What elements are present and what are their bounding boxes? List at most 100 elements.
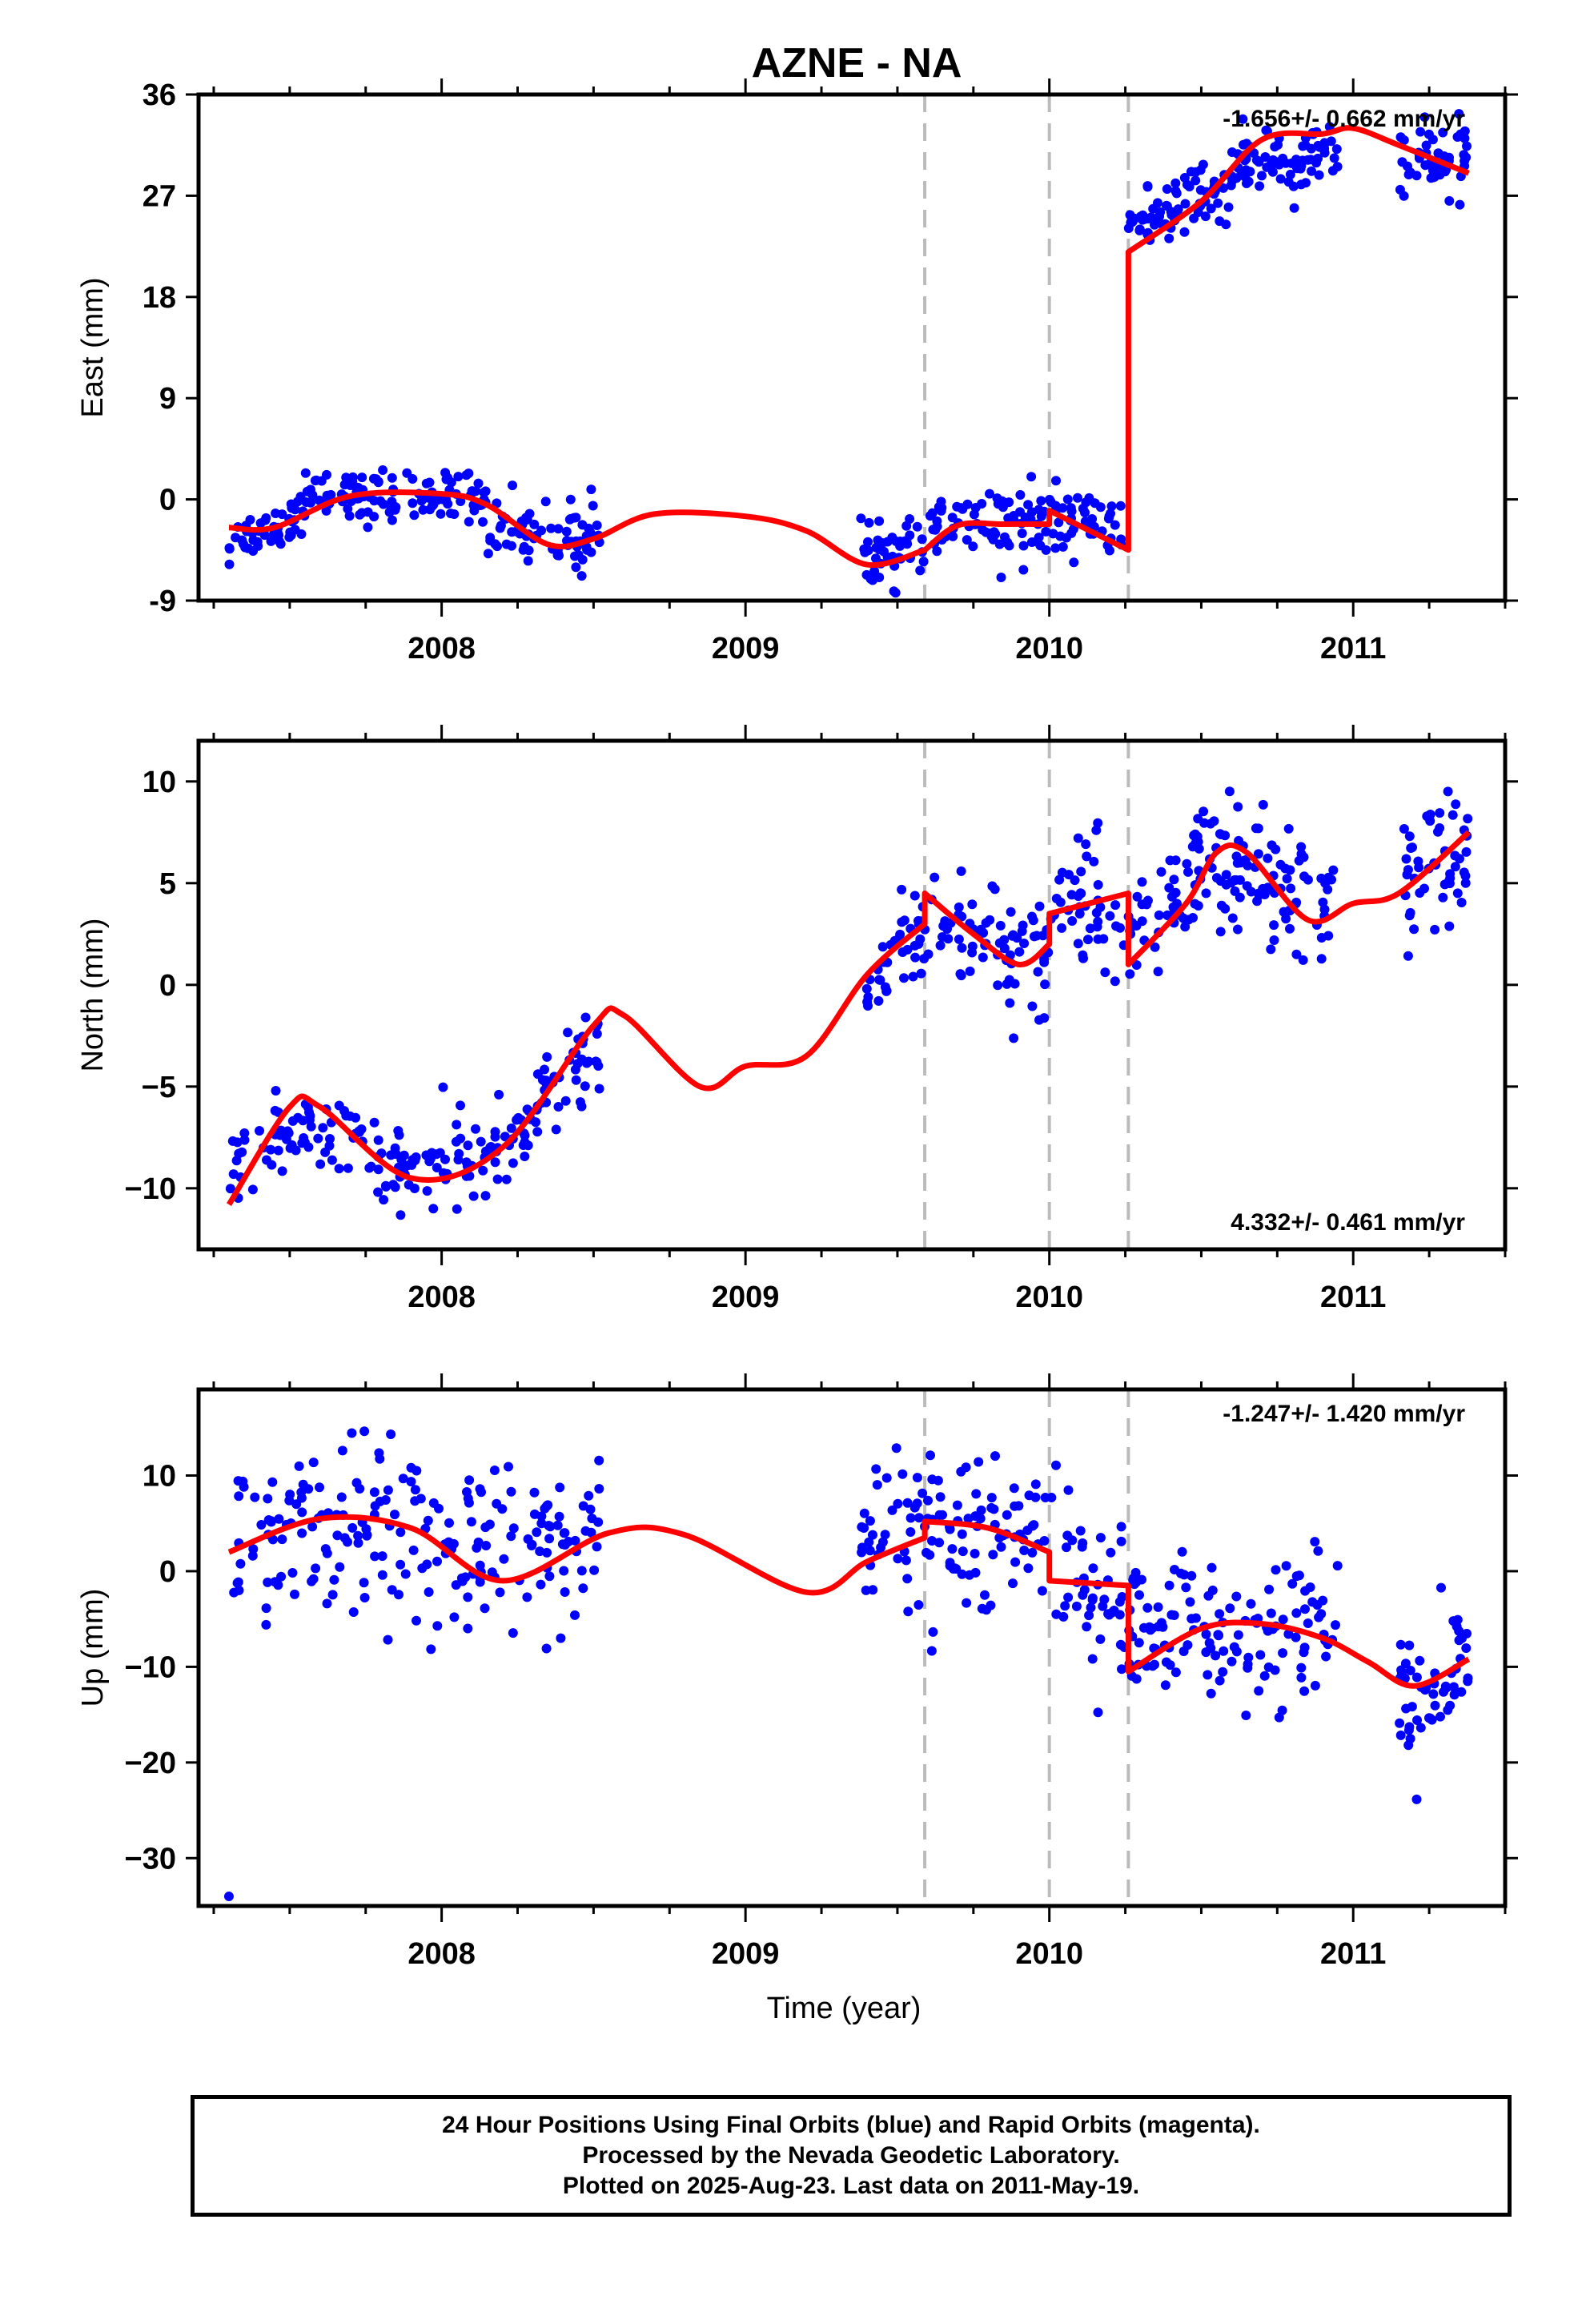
data-point <box>541 1643 552 1654</box>
panel-east: 2008 2009 2010 2011 36 27 18 9 0 -9 East (mm) -1.65… <box>76 78 1518 665</box>
data-point <box>1184 182 1195 191</box>
data-point <box>536 525 547 536</box>
data-point <box>996 1542 1006 1552</box>
data-point <box>1459 150 1469 160</box>
data-point <box>1134 1638 1144 1648</box>
data-point <box>1231 173 1242 183</box>
data-point <box>347 1522 358 1533</box>
data-point <box>1162 200 1171 211</box>
data-point <box>544 1521 554 1530</box>
data-point <box>945 1524 955 1534</box>
data-point <box>1404 1640 1415 1651</box>
data-point <box>1093 818 1103 828</box>
data-point <box>1332 1561 1343 1571</box>
data-point <box>980 1590 990 1600</box>
data-point <box>436 509 446 519</box>
data-point <box>544 1534 555 1544</box>
data-point <box>560 1528 570 1538</box>
data-point <box>232 1578 243 1588</box>
data-point <box>1300 1604 1310 1614</box>
data-point <box>1278 1648 1288 1659</box>
data-point <box>1251 823 1261 834</box>
y-tick-label: 18 <box>143 281 176 315</box>
data-point <box>1051 894 1062 903</box>
data-point <box>593 1517 604 1527</box>
data-point <box>1195 165 1206 175</box>
data-point <box>905 1513 916 1523</box>
data-point <box>461 1157 472 1168</box>
data-point <box>1223 202 1234 212</box>
data-point <box>863 992 873 1002</box>
data-point <box>322 1598 332 1609</box>
data-point <box>387 497 397 507</box>
data-point <box>593 1061 604 1071</box>
data-points <box>225 786 1473 1220</box>
data-point <box>1300 140 1311 151</box>
data-point <box>1098 1601 1108 1611</box>
data-point <box>529 1509 540 1519</box>
data-point <box>962 1598 972 1608</box>
data-point <box>1051 476 1061 486</box>
data-point <box>1246 887 1256 897</box>
data-point <box>522 514 532 525</box>
data-point <box>1282 874 1292 884</box>
data-point <box>1083 935 1093 945</box>
data-point <box>409 510 420 521</box>
data-point <box>383 1634 393 1645</box>
data-point <box>1405 167 1415 178</box>
data-point <box>560 1096 571 1106</box>
data-point <box>552 1520 563 1530</box>
data-point <box>925 1550 935 1560</box>
data-point <box>307 1576 317 1586</box>
data-point <box>1055 531 1066 541</box>
data-point <box>518 545 528 555</box>
data-point <box>1033 967 1043 977</box>
data-point <box>1026 537 1037 547</box>
data-point <box>452 1120 462 1130</box>
data-point <box>1193 901 1203 911</box>
data-point <box>1213 198 1223 208</box>
data-point <box>390 1510 400 1520</box>
data-point <box>348 1607 359 1617</box>
data-point <box>874 516 885 526</box>
data-point <box>471 1124 480 1134</box>
data-point <box>1169 1610 1179 1620</box>
data-point <box>927 1536 937 1546</box>
data-point <box>999 943 1010 954</box>
data-point <box>897 884 907 895</box>
data-point <box>1131 1577 1142 1587</box>
data-point <box>1004 541 1014 551</box>
data-point <box>1321 1651 1331 1662</box>
data-point <box>396 1559 406 1570</box>
y-tick-label: 0 <box>159 969 176 1003</box>
data-point <box>546 523 556 533</box>
data-point <box>1296 849 1307 859</box>
data-point <box>440 1154 450 1164</box>
data-point <box>542 1051 552 1062</box>
data-point <box>962 535 972 545</box>
data-point <box>1095 1533 1106 1543</box>
data-point <box>378 465 388 475</box>
data-point <box>508 1158 518 1168</box>
data-point <box>347 472 358 482</box>
fit-line <box>227 1514 1471 1689</box>
data-point <box>1411 1672 1422 1683</box>
data-point <box>453 472 464 482</box>
data-point <box>468 1191 479 1201</box>
chart-title: AZNE - NA <box>752 40 962 86</box>
data-point <box>1300 1586 1311 1596</box>
data-point <box>370 1551 380 1562</box>
data-point <box>486 1142 496 1152</box>
data-point <box>902 1574 913 1584</box>
data-point <box>462 1487 472 1497</box>
data-point <box>1313 1546 1323 1556</box>
x-tick-label: 2011 <box>1320 1281 1386 1314</box>
data-point <box>1090 498 1100 509</box>
rate-label: 4.332+/- 0.461 mm/yr <box>1231 1209 1465 1236</box>
data-point <box>296 529 307 539</box>
data-point <box>1170 887 1181 898</box>
data-point <box>1058 541 1068 552</box>
data-point <box>1400 1659 1411 1669</box>
data-point <box>1259 1671 1270 1681</box>
data-point <box>1168 902 1178 912</box>
